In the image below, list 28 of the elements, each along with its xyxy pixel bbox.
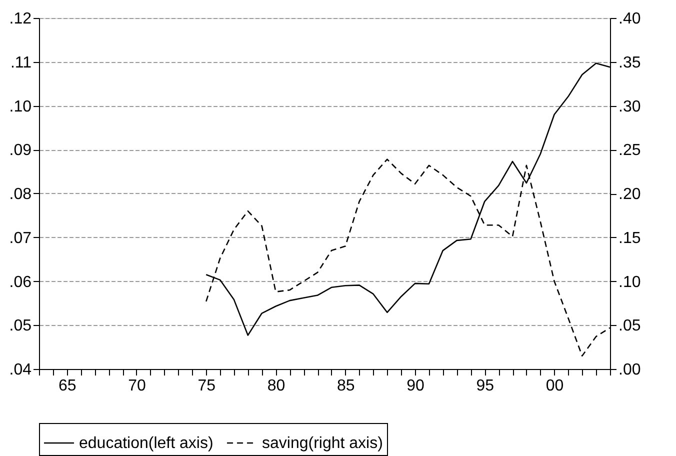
y2-tick-label: .05: [618, 318, 641, 335]
y-tick-label: .06: [9, 274, 32, 291]
y-tick-label: .08: [9, 186, 32, 203]
x-tick-label: 95: [476, 378, 494, 394]
x-tick-label: 75: [198, 378, 216, 394]
legend-label: education(left axis): [79, 435, 214, 452]
x-tick-label: 70: [128, 378, 146, 394]
x-tick-label: 80: [267, 378, 286, 394]
y2-tick-label: .30: [618, 98, 641, 116]
x-tick-label: 90: [406, 378, 425, 394]
y2-tick-label: .10: [618, 274, 641, 291]
y2-tick-label: .35: [618, 54, 641, 72]
x-tick-label: 85: [336, 378, 355, 394]
y2-tick-label: .15: [618, 230, 641, 247]
y-tick-label: .12: [9, 10, 32, 28]
x-tick-label: 65: [58, 378, 76, 394]
y-tick-label: .07: [9, 230, 32, 247]
y2-tick-label: .25: [618, 142, 641, 160]
y2-tick-label: .20: [618, 186, 641, 203]
y2-tick-label: .40: [618, 10, 641, 28]
x-tick-label: 00: [546, 378, 564, 394]
legend-label: saving(right axis): [262, 435, 383, 452]
y-tick-label: .04: [9, 362, 32, 378]
y-tick-label: .09: [9, 142, 32, 160]
y-tick-label: .05: [9, 318, 32, 335]
y2-tick-label: .00: [618, 362, 641, 378]
y-tick-label: .11: [10, 54, 32, 72]
y-tick-label: .10: [9, 98, 32, 116]
